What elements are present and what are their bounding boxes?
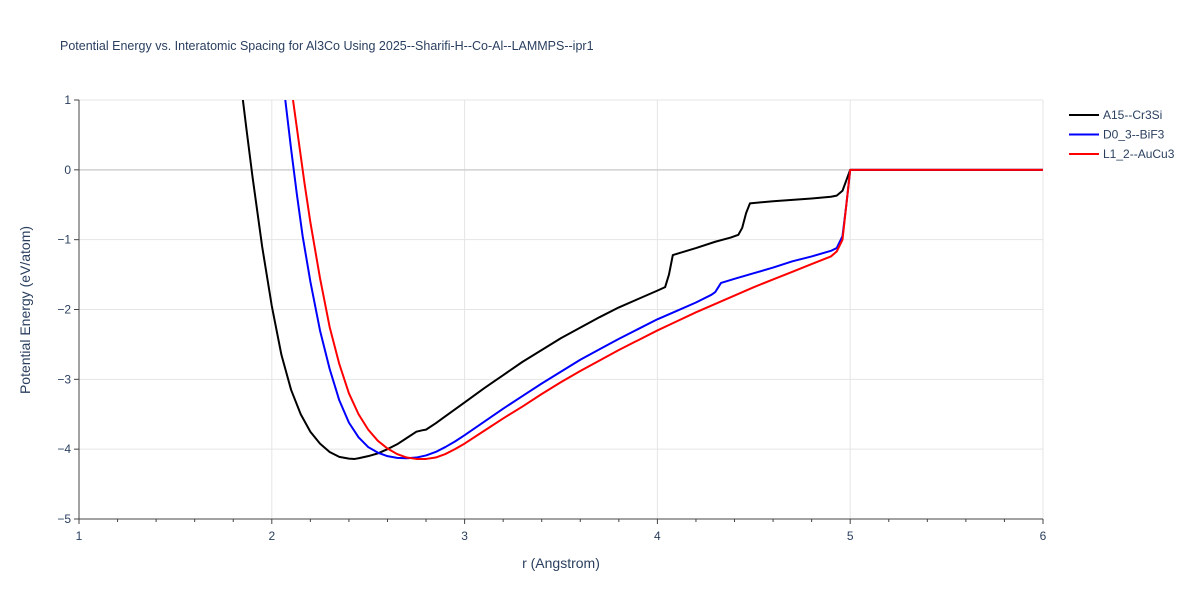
x-tick-label: 4 <box>654 529 661 543</box>
legend-label: A15--Cr3Si <box>1103 108 1162 122</box>
legend-item[interactable]: D0_3--BiF3 <box>1069 128 1165 142</box>
y-tick-label: 1 <box>64 93 71 107</box>
y-tick-label: −2 <box>57 303 71 317</box>
plot-area <box>241 100 1043 460</box>
y-tick-label: −1 <box>57 233 71 247</box>
series-line-3 <box>292 100 1043 460</box>
x-axis-title: r (Angstrom) <box>522 555 600 571</box>
grid <box>79 99 1044 519</box>
legend-label: L1_2--AuCu3 <box>1103 147 1175 161</box>
chart-title: Potential Energy vs. Interatomic Spacing… <box>60 39 594 53</box>
y-axis-title: Potential Energy (eV/atom) <box>17 226 33 394</box>
x-tick-label: 1 <box>76 529 83 543</box>
series-line-2 <box>284 100 1043 460</box>
series-line-1 <box>241 100 1043 460</box>
legend-label: D0_3--BiF3 <box>1103 128 1165 142</box>
axes: 1 0 −1 −2 −3 −4 −5 1 2 3 4 5 6 <box>57 93 1046 543</box>
y-tick-label: −3 <box>57 372 71 386</box>
legend: A15--Cr3Si D0_3--BiF3 L1_2--AuCu3 <box>1069 108 1175 161</box>
x-tick-label: 3 <box>461 529 468 543</box>
legend-item[interactable]: A15--Cr3Si <box>1069 108 1162 122</box>
x-tick-label: 5 <box>847 529 854 543</box>
y-tick-label: −5 <box>57 512 71 526</box>
legend-item[interactable]: L1_2--AuCu3 <box>1069 147 1175 161</box>
y-tick-label: 0 <box>64 163 71 177</box>
y-tick-label: −4 <box>57 442 71 456</box>
x-tick-label: 2 <box>268 529 275 543</box>
x-tick-label: 6 <box>1040 529 1047 543</box>
